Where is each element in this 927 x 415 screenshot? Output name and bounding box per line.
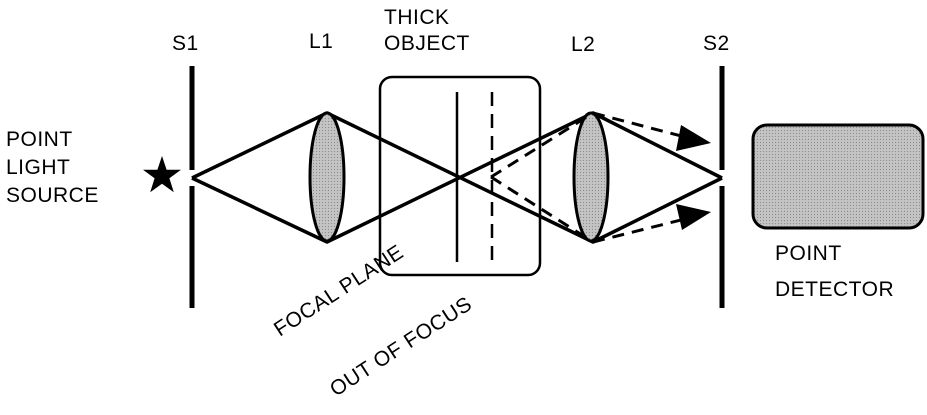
label-s1: S1	[172, 32, 199, 55]
lens-l1	[308, 111, 346, 243]
star-icon	[143, 156, 181, 193]
label-detector-1: POINT	[775, 242, 842, 265]
label-s2: S2	[703, 32, 730, 55]
thick-object	[378, 75, 542, 277]
label-detector-2: DETECTOR	[775, 278, 895, 301]
label-thick-object-1: THICK	[384, 6, 450, 29]
label-source-2: LIGHT	[6, 156, 71, 179]
point-detector	[751, 123, 925, 230]
lens-l2	[572, 111, 610, 243]
light-rays	[191, 111, 723, 244]
label-l1: L1	[309, 30, 334, 53]
arrowhead-lower-icon	[676, 204, 711, 230]
label-source-3: SOURCE	[6, 184, 99, 207]
label-thick-object-2: OBJECT	[384, 32, 470, 55]
label-source-1: POINT	[6, 128, 73, 151]
out-of-focus-rays	[490, 111, 686, 244]
label-l2: L2	[571, 33, 596, 56]
arrowhead-upper-icon	[676, 125, 711, 151]
